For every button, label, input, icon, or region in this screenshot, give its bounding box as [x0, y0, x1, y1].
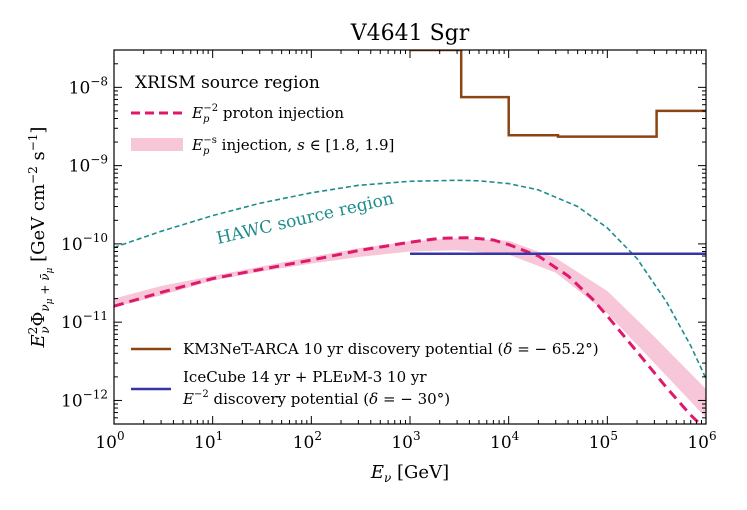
legend-entry-proton-injection: Ep−2 proton injection	[191, 103, 344, 125]
legend-entry1-sub: p	[203, 114, 210, 125]
y-axis-label-main: E	[28, 334, 49, 348]
y-tick-exp: −11	[83, 309, 108, 323]
series-km3net-arca	[410, 50, 706, 138]
y-axis-label: E2νΦνμ + ν̄μ [GeV cm−2 s−1]	[26, 127, 55, 349]
legend-entry-icecube-line2: E−2 discovery potential (δ = − 30°)	[182, 389, 450, 408]
x-tick-label: 104	[490, 429, 520, 453]
x-tick-exp: 2	[314, 429, 322, 443]
series-layer	[114, 50, 706, 424]
y-tick-base: 10	[69, 157, 91, 177]
y-axis-label-sup: 2	[26, 327, 40, 335]
legend-top: XRISM source region Ep−2 proton injectio…	[131, 73, 394, 157]
y-tick-base: 10	[61, 391, 83, 411]
y-axis-label-nubar-sub: μ	[45, 267, 55, 273]
tick-layer: 100 101 102 103 104 105 10610−810−910−1010−111…	[61, 50, 717, 453]
x-tick-exp: 4	[512, 429, 520, 443]
y-axis-label-unit: [GeV cm	[28, 184, 49, 268]
y-axis-label-unit-s: s	[28, 151, 49, 166]
series-hawc-source-region	[114, 179, 706, 379]
x-tick-label: 100	[95, 429, 124, 453]
legend-entry-km3net: KM3NeT-ARCA 10 yr discovery potential (δ…	[183, 340, 599, 358]
plot-frame	[113, 49, 707, 425]
y-axis-label-unit-close: ]	[28, 127, 49, 134]
x-tick-base: 10	[687, 433, 709, 453]
legend-km3-text: KM3NeT-ARCA 10 yr discovery potential (	[183, 340, 503, 358]
y-tick-label: 10−10	[61, 231, 108, 255]
y-axis-label-unit-sup2: −1	[26, 134, 40, 152]
x-tick-label: 103	[391, 429, 420, 453]
legend-entry2-rest: ∈ [1.8, 1.9]	[305, 136, 395, 154]
x-tick-label: 105	[589, 429, 618, 453]
legend-ic-text: discovery potential (	[209, 390, 369, 408]
x-axis-label: Eν [GeV]	[370, 462, 449, 485]
y-tick-exp: −10	[83, 231, 108, 245]
x-tick-base: 10	[194, 433, 216, 453]
y-tick-base: 10	[61, 235, 83, 255]
legend-entry2-text: injection,	[217, 136, 297, 154]
legend-swatch-band	[131, 138, 183, 151]
x-tick-label: 101	[194, 429, 223, 453]
x-axis-label-sub: ν	[384, 471, 391, 485]
legend-entry1-text: proton injection	[218, 104, 344, 122]
legend-km3-rest: = − 65.2°)	[512, 340, 598, 358]
hawc-annotation: HAWC source region	[215, 189, 396, 249]
y-tick-label: 10−9	[69, 153, 108, 177]
x-tick-base: 10	[589, 433, 611, 453]
legend-entry2-pre: E	[191, 136, 203, 154]
y-axis-label-nubar: ν̄	[38, 273, 52, 280]
legend-entry1-pre: E	[191, 104, 203, 122]
y-axis-label-plus: +	[38, 281, 52, 299]
y-axis-label-phi-sub2: μ	[45, 298, 55, 304]
x-axis-label-main: E	[370, 462, 384, 483]
x-tick-exp: 3	[413, 429, 421, 443]
legend-heading: XRISM source region	[135, 73, 320, 93]
chart-title: V4641 Sgr	[350, 21, 470, 46]
x-tick-label: 102	[293, 429, 322, 453]
x-tick-base: 10	[490, 433, 512, 453]
y-tick-exp: −12	[83, 387, 108, 401]
x-tick-base: 10	[293, 433, 315, 453]
y-tick-label: 10−11	[61, 309, 108, 333]
legend-entry-band: Ep−s injection, s ∈ [1.8, 1.9]	[191, 135, 394, 157]
y-tick-base: 10	[69, 78, 91, 98]
x-tick-exp: 1	[216, 429, 224, 443]
legend-bottom: KM3NeT-ARCA 10 yr discovery potential (δ…	[131, 340, 599, 408]
x-tick-base: 10	[95, 433, 117, 453]
legend-ic-sup: −2	[194, 389, 209, 400]
legend-entry1-sup: −2	[203, 103, 218, 114]
y-axis-label-phi-sub: ν	[38, 304, 52, 311]
y-tick-label: 10−8	[69, 74, 108, 98]
y-axis-label-phi: Φ	[28, 312, 49, 327]
legend-entry2-math: s	[297, 136, 305, 154]
legend-ic-rest: = − 30°)	[378, 390, 450, 408]
legend-km3-delta: δ	[503, 340, 512, 358]
series-xrism-proton-injection	[114, 236, 703, 424]
y-tick-base: 10	[61, 313, 83, 333]
x-tick-exp: 6	[709, 429, 717, 443]
y-axis-label-sub: ν	[38, 326, 52, 333]
legend-entry2-sub: p	[203, 146, 210, 157]
y-tick-exp: −9	[90, 153, 108, 167]
x-axis-label-unit: [GeV]	[391, 462, 449, 483]
legend-ic-pre: E	[182, 390, 194, 408]
legend-entry-icecube-line1: IceCube 14 yr + PLEνM-3 10 yr	[183, 368, 427, 386]
legend-entry2-sup: −s	[203, 135, 217, 146]
y-tick-label: 10−12	[61, 387, 108, 411]
legend-ic-delta: δ	[369, 390, 378, 408]
x-tick-exp: 0	[117, 429, 125, 443]
x-tick-base: 10	[391, 433, 413, 453]
y-axis-label-unit-sup1: −2	[26, 166, 40, 184]
y-tick-exp: −8	[90, 74, 108, 88]
x-tick-exp: 5	[610, 429, 618, 443]
x-tick-label: 106	[687, 429, 716, 453]
